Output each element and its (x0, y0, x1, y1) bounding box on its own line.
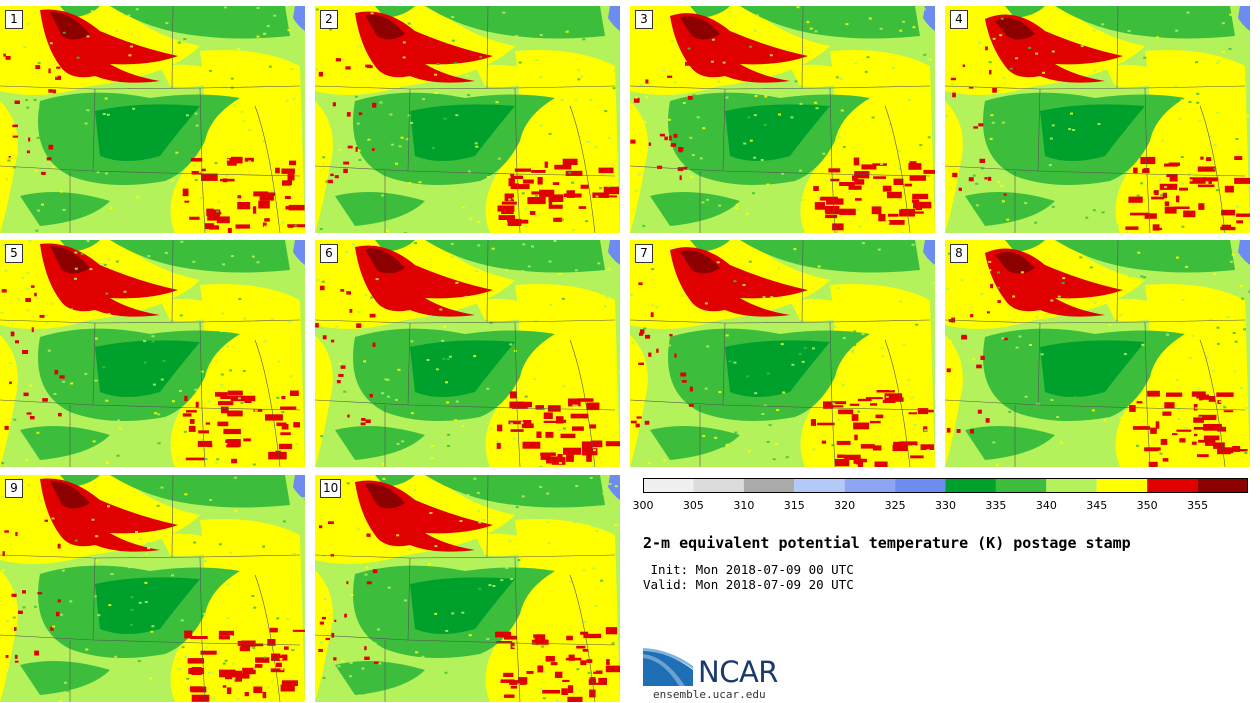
init-time: Init: Mon 2018-07-09 00 UTC (643, 562, 854, 577)
ncar-wordmark: NCAR (698, 655, 778, 689)
member-number-label: 1 (5, 10, 23, 29)
colorbar-segment (643, 478, 694, 493)
ensemble-member-map[interactable]: 4 (945, 6, 1250, 233)
ensemble-member-map[interactable]: 3 (630, 6, 935, 233)
ensemble-member-map[interactable]: 10 (315, 475, 620, 702)
colorbar-tick-label: 335 (985, 499, 1007, 512)
colorbar-tick-label: 305 (682, 499, 704, 512)
member-number-label: 5 (5, 244, 23, 263)
colorbar-tick-label: 340 (1035, 499, 1057, 512)
colorbar-tick-label: 345 (1086, 499, 1108, 512)
ensemble-member-map[interactable]: 9 (0, 475, 305, 702)
colorbar-segment (1147, 478, 1198, 493)
colorbar-segment (693, 478, 744, 493)
member-number-label: 7 (635, 244, 653, 263)
colorbar-segment (945, 478, 996, 493)
colorbar-segment (1046, 478, 1097, 493)
ensemble-member-map[interactable]: 2 (315, 6, 620, 233)
colorbar-tick-label: 320 (834, 499, 856, 512)
colorbar (643, 478, 1248, 493)
site-url[interactable]: ensemble.ucar.edu (653, 688, 766, 701)
member-number-label: 9 (5, 479, 23, 498)
colorbar-segment (1096, 478, 1148, 493)
colorbar-segment (995, 478, 1047, 493)
colorbar-tick-label: 315 (783, 499, 805, 512)
member-number-label: 10 (320, 479, 342, 498)
member-number-label: 4 (950, 10, 968, 29)
colorbar-segment (743, 478, 795, 493)
colorbar-segment (794, 478, 845, 493)
colorbar-segment (844, 478, 896, 493)
member-number-label: 8 (950, 244, 968, 263)
ensemble-member-map[interactable]: 7 (630, 240, 935, 467)
ensemble-member-map[interactable]: 1 (0, 6, 305, 233)
ensemble-member-map[interactable]: 8 (945, 240, 1250, 467)
member-number-label: 3 (635, 10, 653, 29)
ensemble-member-map[interactable]: 5 (0, 240, 305, 467)
member-number-label: 2 (320, 10, 338, 29)
colorbar-tick-label: 350 (1136, 499, 1158, 512)
colorbar-segment (895, 478, 946, 493)
colorbar-tick-label: 355 (1187, 499, 1209, 512)
colorbar-tick-label: 330 (935, 499, 956, 512)
colorbar-tick-label: 310 (733, 499, 755, 512)
ncar-logo-icon (643, 648, 693, 686)
colorbar-tick-label: 300 (632, 499, 654, 512)
colorbar-segment (1197, 478, 1248, 493)
member-number-label: 6 (320, 244, 338, 263)
valid-time: Valid: Mon 2018-07-09 20 UTC (643, 577, 854, 592)
ensemble-member-map[interactable]: 6 (315, 240, 620, 467)
colorbar-tick-label: 325 (884, 499, 906, 512)
page-title: 2-m equivalent potential temperature (K)… (643, 534, 1131, 552)
